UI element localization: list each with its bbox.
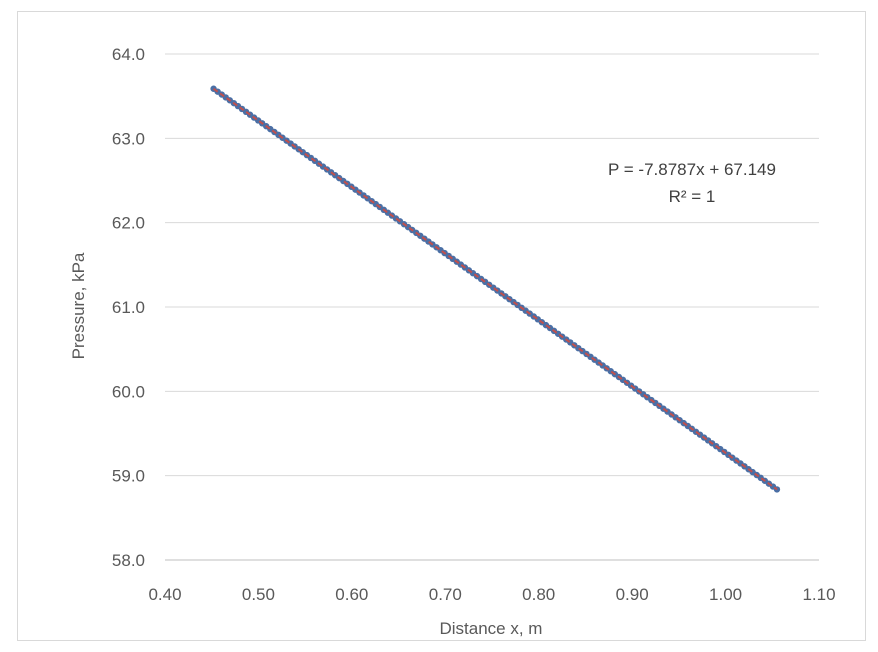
x-tick-label: 0.70 [429,585,462,604]
chart-area [17,11,866,641]
trendline-r-squared: R² = 1 [669,187,716,206]
y-tick-labels: 58.0 59.0 60.0 61.0 62.0 63.0 64.0 [112,45,145,570]
x-tick-label: 0.80 [522,585,555,604]
linear-trendline [213,87,778,491]
y-tick-label: 64.0 [112,45,145,64]
x-tick-label: 0.40 [148,585,181,604]
x-tick-labels: 0.40 0.50 0.60 0.70 0.80 0.90 1.00 1.10 [148,585,835,604]
y-tick-label: 59.0 [112,467,145,486]
x-axis-title: Distance x, m [440,619,543,638]
y-tick-label: 63.0 [112,129,145,148]
y-gridlines [165,53,819,477]
y-axis-title: Pressure, kPa [69,252,88,359]
x-tick-label: 1.10 [802,585,835,604]
x-tick-label: 0.60 [335,585,368,604]
y-tick-label: 62.0 [112,214,145,233]
x-tick-label: 0.50 [242,585,275,604]
y-tick-label: 61.0 [112,298,145,317]
x-tick-label: 0.90 [616,585,649,604]
y-tick-label: 60.0 [112,382,145,401]
trendline-equation: P = -7.8787x + 67.149 [608,160,776,179]
y-tick-label: 58.0 [112,551,145,570]
x-tick-label: 1.00 [709,585,742,604]
